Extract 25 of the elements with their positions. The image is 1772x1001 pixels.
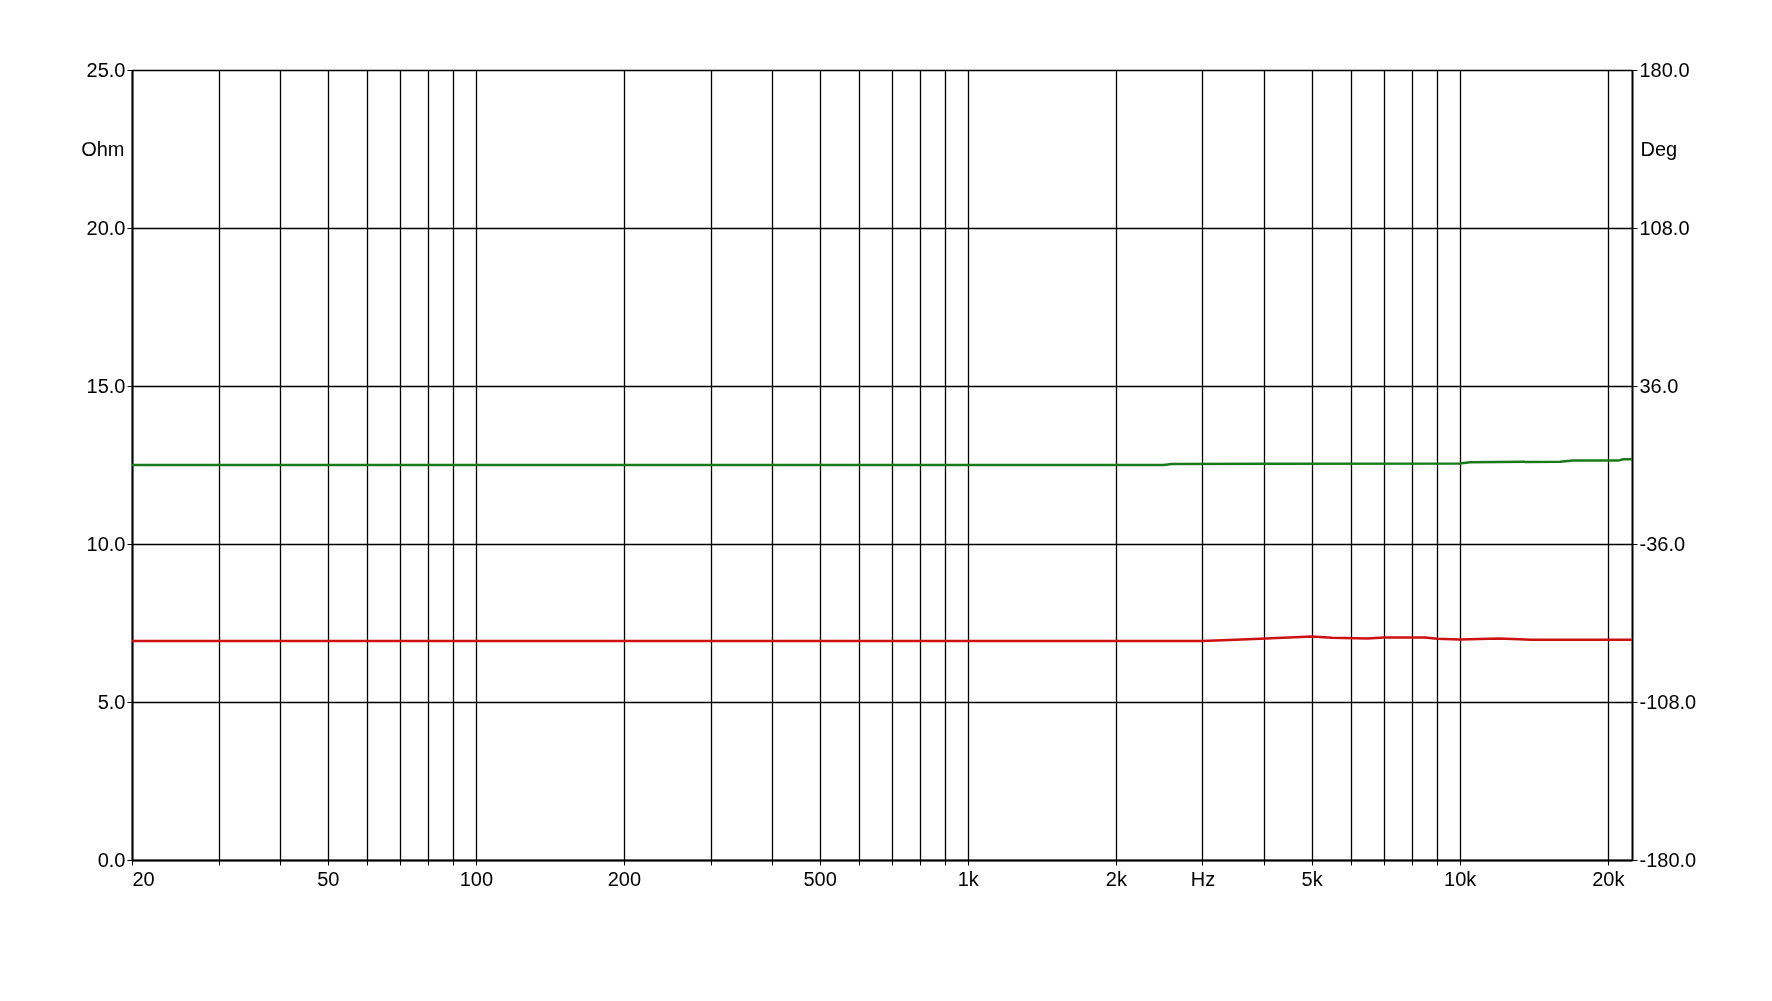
y-tick-label: 15.0: [86, 374, 126, 397]
y2-tick-label: -36.0: [1639, 532, 1686, 555]
y-tick-label: 0.0: [97, 848, 126, 871]
y-tick-label: 20.0: [86, 216, 126, 239]
x-tick-label: 10k: [1444, 867, 1478, 890]
y-axis-title: Ohm: [81, 137, 125, 160]
y-tick-label: 5.0: [97, 690, 126, 713]
y2-tick-label: 180.0: [1639, 58, 1690, 81]
y-tick-label: 10.0: [86, 532, 126, 555]
x-tick-label: 2k: [1105, 867, 1128, 890]
x-tick-label: 200: [607, 867, 642, 890]
x-tick-label: 50: [317, 867, 340, 890]
x-tick-label: 500: [803, 867, 837, 890]
y2-tick-label: 108.0: [1639, 216, 1690, 239]
x-tick-label: 20: [132, 867, 155, 890]
x-tick-label: Hz: [1190, 867, 1216, 890]
y2-tick-label: -180.0: [1639, 848, 1697, 871]
y-tick-label: 25.0: [86, 58, 126, 81]
y2-tick-label: 36.0: [1639, 374, 1679, 397]
y2-axis-title: Deg: [1640, 137, 1678, 160]
x-tick-label: 20k: [1592, 867, 1626, 890]
x-tick-label: 100: [459, 867, 494, 890]
y2-tick-label: -108.0: [1639, 690, 1697, 713]
x-tick-label: 1k: [957, 867, 980, 890]
x-tick-label: 5k: [1301, 867, 1324, 890]
